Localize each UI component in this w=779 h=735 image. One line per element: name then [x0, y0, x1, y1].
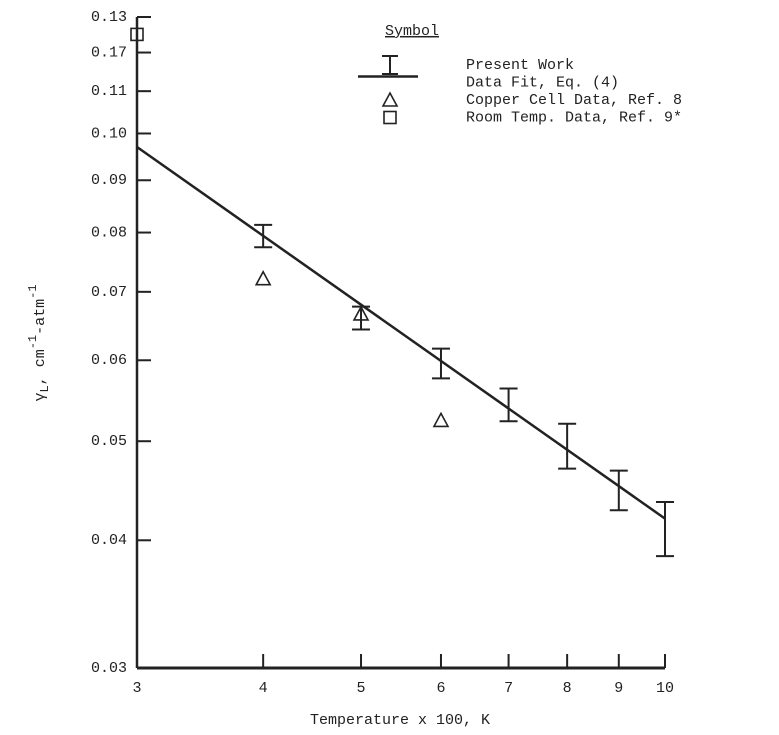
x-tick-label: 3	[132, 680, 141, 697]
y-axis-label-part: -atm	[32, 299, 49, 335]
x-tick-label: 8	[563, 680, 572, 697]
y-tick-label: 0.10	[91, 125, 127, 142]
x-tick-label: 10	[656, 680, 674, 697]
legend-label: Data Fit, Eq. (4)	[466, 74, 619, 91]
y-tick-label: 0.03	[91, 660, 127, 677]
square-marker	[130, 27, 144, 42]
legend-square	[383, 110, 397, 125]
fit-line	[136, 145, 666, 520]
x-tick-label: 6	[436, 680, 445, 697]
legend-label: Room Temp. Data, Ref. 9*	[466, 109, 682, 126]
y-axis-label-part: -1	[26, 335, 40, 349]
error-bar	[609, 469, 628, 512]
legend-label: Copper Cell Data, Ref. 8	[466, 92, 682, 109]
legend-symbol	[382, 55, 398, 75]
legend-title: Symbol	[385, 23, 439, 40]
y-tick-label: 0.17	[91, 45, 127, 62]
x-tick-label: 5	[357, 680, 366, 697]
triangle-marker	[352, 305, 370, 321]
error-bar	[499, 387, 518, 423]
x-tick-label: 4	[259, 680, 268, 697]
triangle-marker	[254, 270, 272, 286]
y-axis-label: γL, cm-1-atm-1	[26, 284, 52, 401]
y-tick-label: 0.04	[91, 532, 127, 549]
x-tick-label: 7	[504, 680, 513, 697]
y-tick-label: 0.09	[91, 172, 127, 189]
y-axis-label-part: L	[38, 385, 52, 392]
y-tick-label: 0.11	[91, 83, 127, 100]
y-axis-label-part: , cm	[32, 349, 49, 385]
x-axis-label: Temperature x 100, K	[310, 712, 490, 729]
legend-label: Present Work	[466, 57, 574, 74]
legend-triangle	[381, 91, 399, 107]
y-tick-label: 0.06	[91, 352, 127, 369]
y-axis-label-part: -1	[26, 284, 40, 298]
error-bar	[656, 501, 674, 558]
triangle-marker	[432, 411, 450, 428]
x-tick-label: 9	[614, 680, 623, 697]
y-axis-label-part: γ	[32, 393, 49, 402]
y-tick-label: 0.08	[91, 225, 127, 242]
y-tick-label: 0.05	[91, 433, 127, 450]
y-tick-label: 0.13	[91, 9, 127, 26]
y-tick-label: 0.07	[91, 284, 127, 301]
error-bar	[558, 422, 577, 470]
error-bar	[431, 347, 450, 380]
